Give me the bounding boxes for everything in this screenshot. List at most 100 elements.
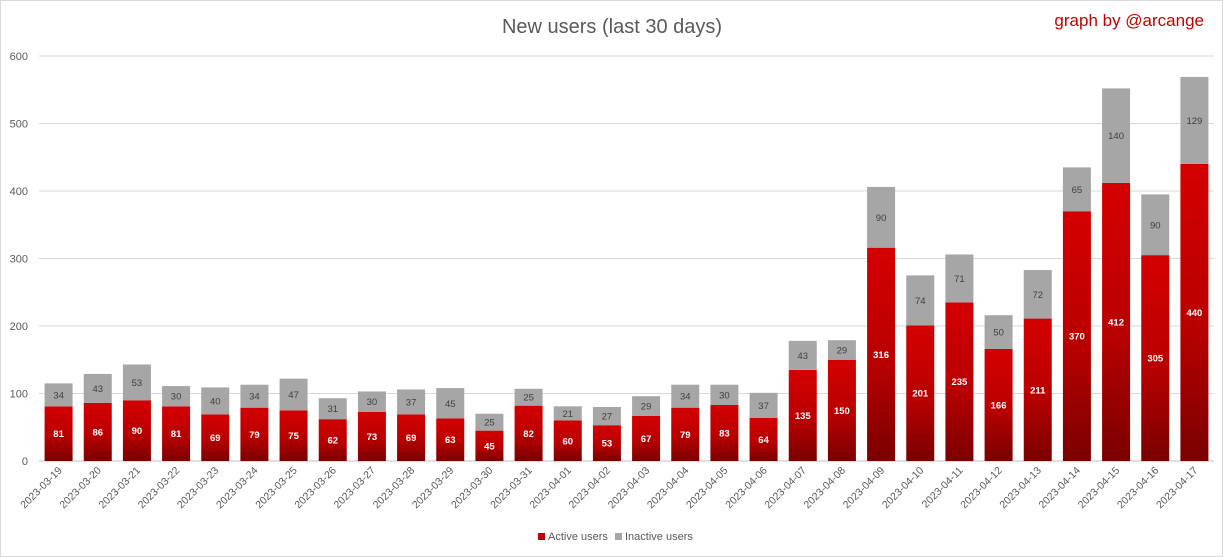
- bar-active: [592, 425, 621, 461]
- data-label-inactive: 50: [993, 328, 1004, 339]
- bar-active: [945, 302, 974, 461]
- data-label-active: 235: [951, 377, 968, 388]
- bar-active: [671, 407, 700, 461]
- data-label-inactive: 45: [445, 399, 456, 410]
- legend-label-inactive: Inactive users: [625, 531, 693, 543]
- bar-inactive: [1023, 269, 1052, 319]
- x-tick-label: 2023-04-10: [880, 465, 927, 512]
- bar-inactive: [514, 388, 543, 406]
- data-label-inactive: 29: [837, 345, 848, 356]
- data-label-inactive: 21: [562, 409, 573, 420]
- bar-active: [201, 414, 230, 461]
- bar-inactive: [201, 387, 230, 415]
- data-label-inactive: 43: [797, 351, 808, 362]
- data-label-inactive: 34: [249, 392, 260, 403]
- bar-active: [514, 405, 543, 461]
- bar-inactive: [122, 364, 151, 401]
- data-label-active: 150: [834, 406, 850, 417]
- y-axis: 0 100 200 300 400 500 600: [10, 51, 28, 468]
- bar-inactive: [357, 391, 386, 412]
- bar-inactive: [867, 186, 896, 248]
- bar-active: [710, 404, 739, 461]
- bar-active: [436, 418, 465, 461]
- bar-active: [1180, 164, 1209, 461]
- data-label-inactive: 129: [1186, 116, 1202, 127]
- data-label-inactive: 29: [641, 401, 652, 412]
- bar-inactive: [83, 373, 112, 403]
- bar-active: [44, 406, 73, 461]
- bars: 81 34 86 43 90 53 81 30 69 40 79 34 75 47 62 31 73 30 69 37…: [44, 76, 1209, 461]
- data-label-inactive: 30: [719, 390, 730, 401]
- data-label-active: 75: [288, 431, 299, 442]
- data-label-active: 83: [719, 428, 730, 439]
- data-label-inactive: 40: [210, 396, 221, 407]
- data-label-active: 81: [53, 429, 64, 440]
- bar-active: [827, 359, 856, 461]
- bar-inactive: [318, 398, 347, 420]
- bar-active: [279, 410, 308, 461]
- bar-inactive: [906, 275, 935, 326]
- data-label-inactive: 53: [132, 378, 143, 389]
- data-label-inactive: 65: [1072, 185, 1083, 196]
- data-label-inactive: 31: [327, 404, 338, 415]
- data-label-active: 316: [873, 350, 889, 361]
- data-label-inactive: 90: [876, 213, 887, 224]
- y-tick-label: 100: [10, 389, 28, 401]
- data-label-active: 79: [680, 430, 691, 441]
- data-label-inactive: 30: [171, 392, 182, 403]
- data-label-active: 53: [602, 439, 613, 450]
- data-label-active: 62: [327, 436, 338, 447]
- data-label-active: 69: [210, 433, 221, 444]
- data-label-active: 73: [367, 432, 378, 443]
- bar-active: [906, 325, 935, 461]
- bar-active: [1102, 182, 1131, 461]
- data-label-inactive: 25: [484, 418, 495, 429]
- data-label-inactive: 37: [406, 397, 417, 408]
- bar-active: [397, 414, 426, 461]
- data-label-active: 412: [1108, 317, 1124, 328]
- bar-active: [122, 400, 151, 461]
- data-label-active: 69: [406, 433, 417, 444]
- data-label-active: 90: [132, 426, 143, 437]
- bar-inactive: [44, 383, 73, 407]
- bar-active: [1141, 255, 1170, 461]
- bar-active: [1023, 318, 1052, 461]
- data-label-inactive: 43: [92, 384, 103, 395]
- legend-swatch-active: [538, 533, 545, 540]
- bar-inactive: [436, 388, 465, 419]
- bar-active: [553, 420, 582, 461]
- bar-inactive: [632, 396, 661, 416]
- legend: Active users Inactive users: [538, 531, 693, 543]
- data-label-active: 60: [562, 436, 573, 447]
- bar-inactive: [984, 315, 1013, 349]
- data-label-inactive: 27: [602, 412, 613, 423]
- data-label-active: 86: [92, 427, 103, 438]
- data-label-inactive: 72: [1032, 290, 1043, 301]
- data-label-active: 64: [758, 435, 769, 446]
- data-label-inactive: 71: [954, 274, 965, 285]
- data-label-active: 211: [1030, 385, 1046, 396]
- bar-active: [1062, 211, 1091, 461]
- data-label-active: 201: [912, 389, 929, 400]
- bar-inactive: [945, 254, 974, 303]
- chart-credit: graph by @arcange: [1054, 11, 1204, 30]
- data-label-active: 79: [249, 430, 260, 441]
- data-label-active: 440: [1186, 308, 1202, 319]
- data-label-active: 81: [171, 429, 182, 440]
- x-tick-label: 2023-04-17: [1154, 465, 1201, 512]
- bar-active: [788, 369, 817, 461]
- bar-inactive: [788, 340, 817, 370]
- data-label-active: 370: [1069, 332, 1085, 343]
- legend-swatch-inactive: [615, 533, 622, 540]
- bar-inactive: [671, 384, 700, 408]
- bar-active: [867, 247, 896, 461]
- y-tick-label: 200: [10, 321, 28, 333]
- bar-inactive: [592, 407, 621, 426]
- bar-inactive: [279, 378, 308, 411]
- bar-inactive: [240, 384, 269, 408]
- bar-inactive: [1141, 194, 1170, 256]
- bar-inactive: [827, 340, 856, 360]
- bar-active: [83, 402, 112, 461]
- bar-active: [984, 348, 1013, 461]
